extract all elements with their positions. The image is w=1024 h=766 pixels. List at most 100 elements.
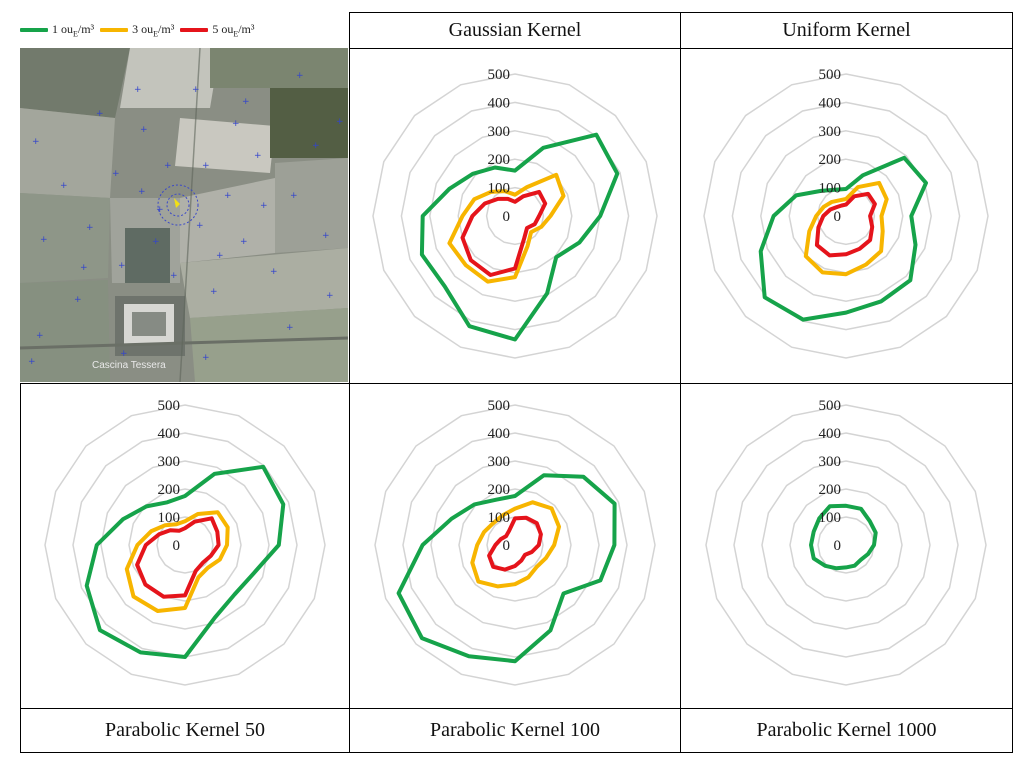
- series-line: [814, 191, 877, 258]
- svg-text:+: +: [196, 221, 204, 231]
- grid-ring: [402, 432, 628, 658]
- series-line: [396, 473, 617, 664]
- svg-text:+: +: [232, 119, 240, 129]
- svg-text:+: +: [210, 287, 218, 297]
- tick-label: 200: [488, 482, 511, 498]
- tick-label: 400: [488, 426, 511, 442]
- grid-ring: [733, 432, 959, 658]
- tick-label: 0: [173, 538, 181, 554]
- tick-label: 400: [819, 426, 842, 442]
- svg-text:+: +: [254, 151, 262, 161]
- grid-ring: [372, 73, 658, 359]
- svg-text:+: +: [28, 357, 36, 367]
- tick-label: 400: [158, 426, 181, 442]
- tick-label: 100: [819, 510, 842, 526]
- tick-label: 200: [819, 482, 842, 498]
- grid-ring: [703, 73, 989, 359]
- radar-chart-parabolic-50: 0 100 200 300 400 500: [21, 384, 349, 708]
- svg-text:+: +: [290, 191, 298, 201]
- grid-ring: [429, 130, 601, 302]
- legend-swatch-5: [180, 27, 209, 32]
- grid-ring: [761, 460, 931, 630]
- tick-label: 300: [819, 124, 842, 140]
- tick-label: 100: [158, 510, 181, 526]
- label-parabolic-kernel-100: Parabolic Kernel 100: [430, 719, 600, 741]
- svg-text:+: +: [140, 125, 148, 135]
- legend-swatch-1: [20, 27, 48, 32]
- radar-chart-gaussian: 0 100 200 300 400 500: [350, 49, 680, 383]
- svg-text:+: +: [32, 137, 40, 147]
- grid-ring: [705, 404, 987, 686]
- legend-item-1: 1 ouE/m³: [20, 22, 94, 38]
- tick-label: 100: [488, 510, 511, 526]
- svg-text:+: +: [80, 263, 88, 273]
- radar-svg: 0 100 200 300 400 500: [705, 398, 987, 686]
- svg-text:+: +: [156, 205, 164, 215]
- tick-label: 300: [488, 454, 511, 470]
- series-line: [84, 464, 286, 659]
- tick-label: 500: [158, 398, 181, 414]
- series-line: [124, 510, 230, 613]
- series-line: [135, 516, 221, 599]
- svg-text:+: +: [296, 71, 304, 81]
- legend-label-3: 3 ouE/m³: [132, 21, 175, 39]
- svg-text:+: +: [40, 235, 48, 245]
- series-line: [419, 132, 620, 342]
- svg-text:+: +: [242, 97, 250, 107]
- grid-ring: [817, 516, 875, 574]
- radar-chart-parabolic-100: 0 100 200 300 400 500: [350, 384, 680, 708]
- svg-text:+: +: [164, 161, 172, 171]
- series-line: [809, 503, 878, 571]
- legend: 1 ouE/m³ 3 ouE/m³ 5 ouE/m³: [20, 12, 346, 48]
- tick-label: 200: [819, 152, 842, 168]
- tick-label: 0: [503, 538, 511, 554]
- frame-bottom: [20, 752, 1013, 753]
- frame-v2: [680, 12, 681, 753]
- tick-label: 500: [819, 398, 842, 414]
- svg-text:+: +: [192, 85, 200, 95]
- svg-text:+: +: [312, 141, 320, 151]
- tick-label: 300: [158, 454, 181, 470]
- label-parabolic-kernel-50: Parabolic Kernel 50: [105, 719, 265, 741]
- frame-row3: [20, 708, 1013, 709]
- satellite-map: + + + + + + + + + + + + + + + + + + + + + + + + + + + + + + …: [20, 48, 348, 382]
- legend-swatch-3: [100, 27, 129, 32]
- legend-label-5: 5 ouE/m³: [212, 21, 255, 39]
- svg-text:+: +: [270, 267, 278, 277]
- svg-text:+: +: [120, 349, 128, 359]
- grid-ring: [128, 488, 242, 602]
- legend-item-3: 3 ouE/m³: [100, 22, 174, 38]
- tick-label: 500: [488, 67, 511, 83]
- svg-text:+: +: [118, 261, 126, 271]
- frame-left: [20, 383, 21, 753]
- svg-text:+: +: [260, 201, 268, 211]
- grid-ring: [816, 186, 876, 246]
- title-uniform-kernel: Uniform Kernel: [782, 19, 911, 41]
- radar-svg: 0 100 200 300 400 500: [372, 67, 658, 359]
- radar-svg: 0 100 200 300 400 500: [703, 67, 989, 359]
- svg-text:+: +: [112, 169, 120, 179]
- tick-label: 400: [819, 95, 842, 111]
- svg-text:+: +: [336, 117, 344, 127]
- legend-item-5: 5 ouE/m³: [180, 22, 254, 38]
- grid-ring: [789, 488, 903, 602]
- grid-ring: [430, 460, 600, 630]
- grid-ring: [731, 101, 961, 331]
- frame-row1: [349, 48, 1013, 49]
- svg-text:+: +: [152, 237, 160, 247]
- svg-text:+: +: [240, 237, 248, 247]
- grid-ring: [100, 460, 270, 630]
- svg-text:+: +: [224, 191, 232, 201]
- tick-label: 0: [834, 209, 842, 225]
- svg-text:+: +: [138, 187, 146, 197]
- tick-label: 300: [488, 124, 511, 140]
- frame-v1: [349, 12, 350, 753]
- svg-text:+: +: [86, 223, 94, 233]
- radar-svg: 0 100 200 300 400 500: [374, 398, 656, 686]
- svg-text:+: +: [322, 231, 330, 241]
- tick-label: 300: [819, 454, 842, 470]
- tick-label: 100: [819, 181, 842, 197]
- satellite-map-image: ++ + +++ +++ +++ +++ +++ +++ ++ + +++ +++ …: [20, 48, 348, 382]
- svg-text:+: +: [202, 161, 210, 171]
- tick-label: 500: [819, 67, 842, 83]
